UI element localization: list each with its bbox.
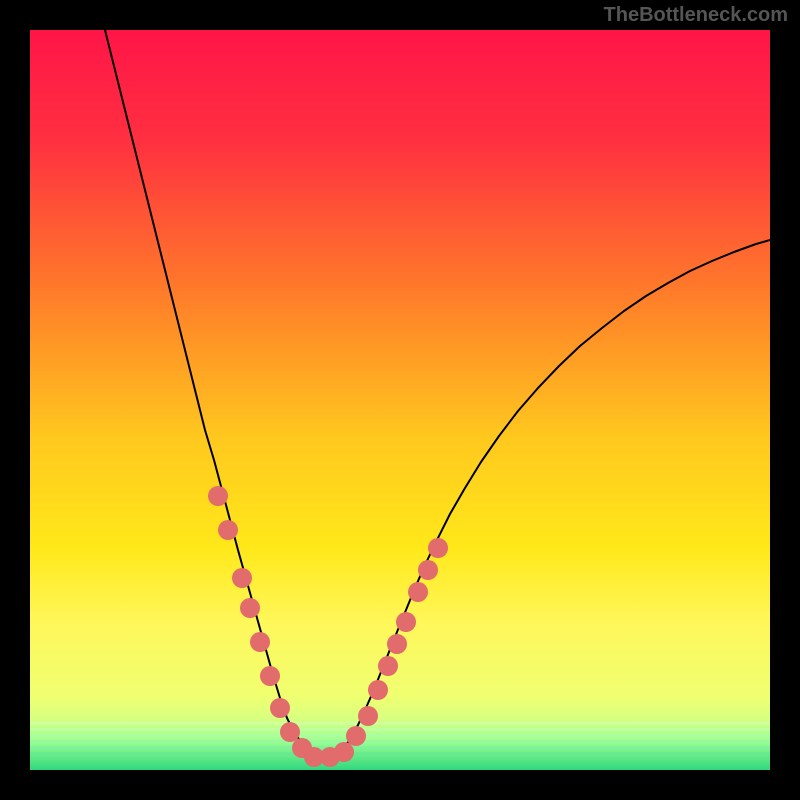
- data-dot: [418, 560, 438, 580]
- data-dot: [396, 612, 416, 632]
- chart-plot-area: [30, 30, 770, 770]
- data-dot: [378, 656, 398, 676]
- data-dot: [358, 706, 378, 726]
- data-dot: [260, 666, 280, 686]
- data-dot: [346, 726, 366, 746]
- data-dot: [368, 680, 388, 700]
- data-dot: [240, 598, 260, 618]
- chart-background: [30, 30, 770, 770]
- gradient-stripe: [30, 734, 770, 737]
- data-dot: [408, 582, 428, 602]
- data-dot: [208, 486, 228, 506]
- gradient-stripe: [30, 740, 770, 743]
- data-dot: [280, 722, 300, 742]
- data-dot: [218, 520, 238, 540]
- watermark-text: TheBottleneck.com: [604, 4, 788, 27]
- data-dot: [270, 698, 290, 718]
- data-dot: [334, 742, 354, 762]
- data-dot: [387, 634, 407, 654]
- data-dot: [250, 632, 270, 652]
- bottleneck-curve-chart: [30, 30, 770, 770]
- gradient-stripe: [30, 752, 770, 755]
- data-dot: [428, 538, 448, 558]
- gradient-stripe: [30, 728, 770, 731]
- gradient-stripe: [30, 746, 770, 749]
- gradient-stripe: [30, 722, 770, 725]
- data-dot: [232, 568, 252, 588]
